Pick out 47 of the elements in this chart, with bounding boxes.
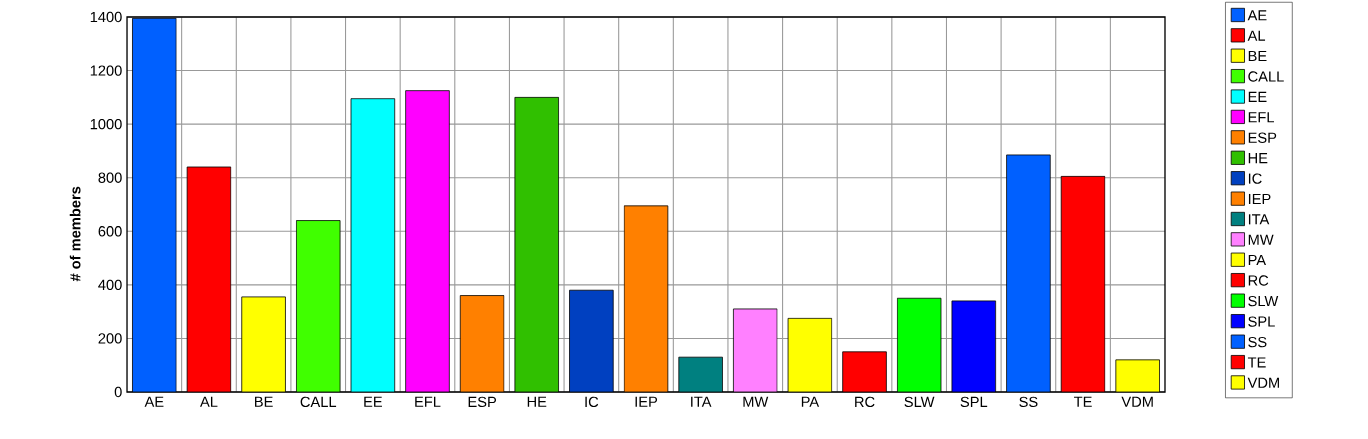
x-tick-label: RC (855, 396, 875, 408)
y-tick-label: 1200 (90, 65, 122, 76)
legend-label: EFL (1248, 112, 1275, 123)
x-tick-label: AE (144, 396, 164, 407)
legend-label: ITA (1248, 214, 1270, 225)
x-tick-label: ITA (691, 396, 712, 407)
legend-label: MW (1248, 234, 1274, 245)
y-axis-title: # of members (69, 186, 81, 282)
x-tick-label: MW (743, 396, 769, 407)
legend-label: CALL (1248, 71, 1284, 82)
legend-label: SPL (1248, 316, 1275, 327)
legend-label: SLW (1248, 295, 1279, 307)
legend-label: SS (1248, 336, 1267, 348)
x-tick-label: SLW (904, 396, 935, 408)
x-tick-label: IC (585, 396, 599, 408)
x-tick-label: TE (1074, 396, 1092, 407)
legend-label: RC (1248, 275, 1269, 286)
x-tick-label: ESP (468, 396, 497, 408)
x-tick-label: AL (200, 396, 218, 407)
legend-label: AE (1247, 10, 1267, 21)
y-tick-label: 1400 (90, 11, 122, 23)
legend-label: IEP (1248, 193, 1271, 205)
y-tick-label: 0 (114, 386, 122, 398)
x-tick-label: PA (801, 396, 820, 407)
y-tick-label: 1000 (90, 118, 122, 130)
x-tick-label: VDM (1121, 396, 1153, 407)
legend-label: EE (1248, 91, 1267, 102)
legend-label: HE (1248, 153, 1268, 164)
legend-label: PA (1248, 255, 1267, 266)
y-tick-label: 400 (98, 279, 122, 291)
x-tick-label: CALL (300, 396, 337, 408)
x-tick-label: IEP (635, 396, 658, 407)
x-tick-label: SPL (960, 396, 988, 408)
x-tick-label: SS (1019, 396, 1038, 408)
x-tick-label: HE (527, 396, 547, 407)
y-tick-label: 800 (98, 172, 122, 183)
x-tick-label: EFL (415, 396, 441, 407)
x-tick-label: BE (255, 396, 273, 407)
legend-label: BE (1248, 50, 1267, 62)
y-tick-label: 600 (98, 226, 122, 237)
y-tick-label: 200 (98, 333, 122, 344)
legend-label: ESP (1248, 132, 1277, 143)
legend-label: IC (1248, 173, 1262, 184)
legend-label: VDM (1247, 377, 1279, 388)
x-tick-label: EE (364, 396, 382, 407)
legend-label: AL (1247, 30, 1266, 41)
legend-label: TE (1247, 357, 1266, 368)
